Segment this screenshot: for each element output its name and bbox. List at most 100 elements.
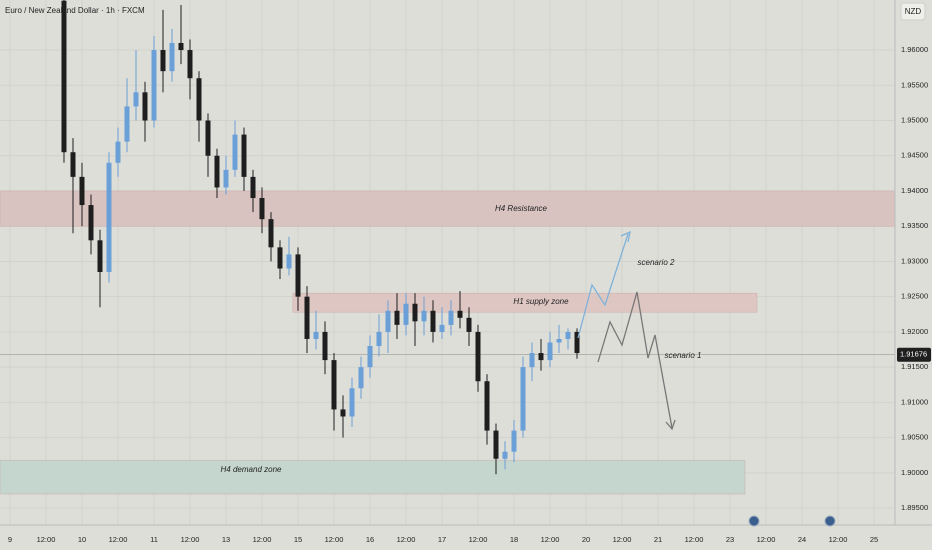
- candle-body: [340, 409, 346, 417]
- annotation: scenario 1: [665, 351, 702, 360]
- zone: [0, 190, 896, 227]
- y-tick-label: 1.95500: [901, 80, 928, 89]
- candle-body: [322, 331, 328, 361]
- candle-body: [295, 254, 301, 297]
- candle-body: [97, 240, 103, 273]
- candle-body: [349, 388, 355, 417]
- zone: [292, 292, 758, 313]
- candle-body: [205, 120, 211, 156]
- last-price-box: [897, 347, 931, 362]
- y-tick-label: 1.93500: [901, 221, 928, 230]
- y-tick-label: 1.95000: [901, 115, 928, 124]
- last-price-label: 1.91676: [900, 350, 927, 359]
- y-tick-label: 1.91000: [901, 397, 928, 406]
- candle-body: [70, 152, 76, 177]
- grid: [0, 0, 895, 525]
- candle-body: [520, 367, 526, 431]
- candle-body: [232, 134, 238, 170]
- y-tick-label: 1.89500: [901, 503, 928, 512]
- zones: [0, 190, 896, 495]
- candle-body: [223, 169, 229, 188]
- x-tick-label: 13: [222, 535, 230, 544]
- zone-label: H4 demand zone: [221, 465, 282, 474]
- event-icon[interactable]: [748, 515, 760, 527]
- y-tick-label: 1.93000: [901, 256, 928, 265]
- x-tick-label: 12:00: [685, 535, 704, 544]
- x-tick-label: 12:00: [397, 535, 416, 544]
- candle-body: [457, 310, 463, 318]
- zone-label: H4 Resistance: [495, 204, 548, 213]
- currency-box[interactable]: [900, 2, 926, 21]
- x-tick-label: 17: [438, 535, 446, 544]
- x-tick-label: 11: [150, 535, 158, 544]
- candles: [61, 0, 580, 475]
- x-tick-label: 12:00: [541, 535, 560, 544]
- candle-body: [196, 78, 202, 121]
- candle-body: [511, 430, 517, 452]
- candle-body: [214, 155, 220, 188]
- candle-body: [133, 92, 139, 107]
- y-tick-label: 1.90500: [901, 433, 928, 442]
- x-tick-label: 12:00: [325, 535, 344, 544]
- x-tick-label: 12:00: [181, 535, 200, 544]
- arrow-head: [665, 419, 676, 431]
- x-tick-label: 12:00: [613, 535, 632, 544]
- axes: 1.96000 1.95500 1.95000 1.94500 1.94000 1.935…: [8, 45, 931, 544]
- x-tick-label: 23: [726, 535, 734, 544]
- candle-body: [421, 310, 427, 322]
- scenario-2-arrow: [577, 233, 629, 339]
- candle-body: [250, 176, 256, 199]
- candle-body: [61, 0, 67, 153]
- time-axis: [0, 525, 932, 550]
- candle-body: [493, 430, 499, 459]
- candle-body: [187, 50, 193, 79]
- candle-body: [178, 42, 184, 51]
- candle-body: [556, 338, 562, 343]
- x-tick-label: 12:00: [469, 535, 488, 544]
- candle-body: [529, 353, 535, 368]
- candle-body: [358, 367, 364, 389]
- candle-body: [565, 331, 571, 339]
- candle-body: [286, 254, 292, 269]
- candle-body: [475, 331, 481, 382]
- candle-body: [412, 303, 418, 322]
- y-tick-label: 1.92500: [901, 292, 928, 301]
- x-tick-label: 24: [798, 535, 806, 544]
- candle-body: [331, 360, 337, 410]
- x-tick-label: 20: [582, 535, 590, 544]
- candle-body: [484, 381, 490, 431]
- candle-body: [313, 331, 319, 339]
- candle-body: [241, 134, 247, 177]
- candle-body: [259, 198, 265, 220]
- y-tick-label: 1.94500: [901, 151, 928, 160]
- annotation: scenario 2: [638, 258, 675, 267]
- candle-body: [502, 451, 508, 459]
- y-tick-label: 1.91500: [901, 362, 928, 371]
- arrow-head: [620, 230, 631, 243]
- event-icon[interactable]: [824, 515, 836, 527]
- candle-body: [142, 92, 148, 121]
- currency-label[interactable]: NZD: [905, 7, 922, 16]
- candle-body: [79, 176, 85, 206]
- candle-body: [403, 303, 409, 325]
- y-tick-label: 1.92000: [901, 327, 928, 336]
- candle-body: [466, 317, 472, 332]
- x-tick-label: 15: [294, 535, 302, 544]
- candle-body: [376, 331, 382, 347]
- x-tick-label: 12:00: [37, 535, 56, 544]
- x-tick-label: 12:00: [109, 535, 128, 544]
- candle-body: [394, 310, 400, 325]
- candle-body: [430, 310, 436, 332]
- scenario-1-arrow: [597, 291, 673, 429]
- y-tick-label: 1.94000: [901, 186, 928, 195]
- zone-label: H1 supply zone: [513, 297, 569, 306]
- candle-body: [268, 219, 274, 248]
- x-tick-label: 9: [8, 535, 12, 544]
- candle-body: [151, 50, 157, 121]
- x-tick-label: 18: [510, 535, 518, 544]
- candle-body: [574, 331, 580, 354]
- chart-title: Euro / New Zealand Dollar · 1h · FXCM: [5, 6, 145, 15]
- candle-body: [160, 50, 166, 72]
- candle-body: [277, 247, 283, 269]
